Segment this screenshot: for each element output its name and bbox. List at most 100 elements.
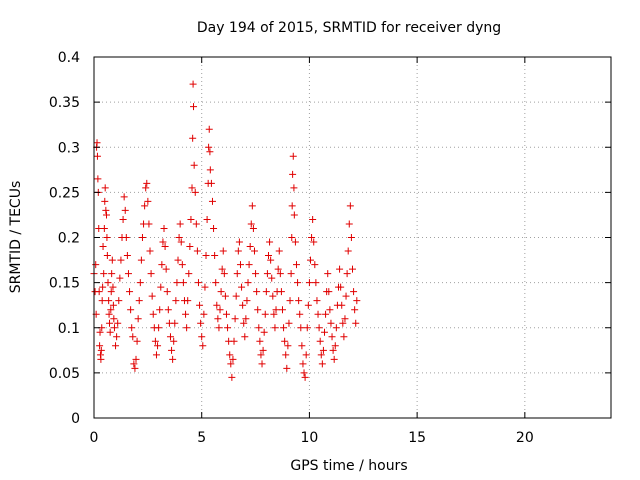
data-point [308,234,316,241]
data-point [339,319,347,327]
data-point [159,238,167,246]
data-point [310,238,318,246]
data-point [291,238,299,246]
data-point [172,297,180,305]
data-point [347,234,355,241]
data-point [143,179,151,187]
data-point [315,324,323,332]
data-point [351,306,359,314]
data-point [208,197,216,205]
data-point [184,297,192,305]
data-point [294,279,302,287]
data-point [190,161,198,169]
data-point [331,342,339,350]
data-point [132,355,140,363]
data-point [234,247,242,255]
data-point [210,224,218,232]
data-point [289,152,297,160]
data-point [312,279,320,287]
data-point [93,139,101,147]
data-point [160,224,168,232]
data-point [271,324,279,332]
data-point [122,234,130,241]
data-point [94,175,102,183]
data-point [161,243,169,251]
data-point [194,279,202,287]
data-point [124,270,132,278]
data-point [108,256,116,264]
data-point [231,315,239,323]
data-point [267,256,275,264]
data-point [232,292,240,300]
data-point [349,265,356,273]
data-point [116,274,124,282]
data-point [97,355,105,363]
data-point [238,283,246,291]
data-point [211,252,219,260]
data-point [173,279,181,287]
axis-ticks [93,56,611,419]
data-point [198,333,206,341]
data-point [179,279,187,287]
data-point [228,373,236,381]
data-point [127,306,135,314]
data-point [318,360,326,368]
data-point [110,315,118,323]
data-point [135,297,143,305]
data-point [142,184,150,192]
data-point [301,373,309,381]
data-point [104,279,112,287]
data-point [176,220,184,228]
data-point [268,274,276,282]
data-point [300,369,308,377]
data-point [306,256,314,264]
x-tick-label: 20 [516,430,534,446]
data-point [327,319,335,327]
x-tick-label: 5 [197,430,206,446]
data-point [241,333,249,341]
data-point [136,279,144,287]
data-point [119,215,127,223]
data-point [151,337,159,345]
data-point [199,342,207,350]
data-point [264,252,272,260]
data-point [256,337,264,345]
data-point [191,188,199,196]
data-point [299,360,307,368]
data-point [226,351,234,359]
data-point [95,288,103,296]
data-point [129,333,137,341]
data-point [121,206,129,214]
data-point [155,324,163,332]
data-point [317,351,325,359]
data-point [219,247,227,255]
data-point [174,256,182,264]
y-tick-label: 0.1 [58,321,80,337]
data-point [113,333,121,341]
data-point [289,170,297,178]
data-point [297,324,305,332]
data-point [138,234,146,241]
data-point [229,355,237,363]
data-point [305,279,313,287]
data-point [243,297,251,305]
data-point [290,184,298,192]
data-point [134,315,142,323]
data-point [130,360,138,368]
data-point [332,324,340,332]
data-point [350,288,358,296]
data-point [352,319,360,327]
data-point [178,261,186,269]
data-point [188,184,196,192]
data-point [338,301,346,309]
data-point [250,247,258,255]
data-point [154,342,162,350]
data-point [230,337,238,345]
data-point [207,179,215,187]
data-point [102,211,110,219]
data-point [248,202,256,210]
data-point [342,292,350,300]
data-point [186,243,194,251]
data-point [253,288,261,296]
